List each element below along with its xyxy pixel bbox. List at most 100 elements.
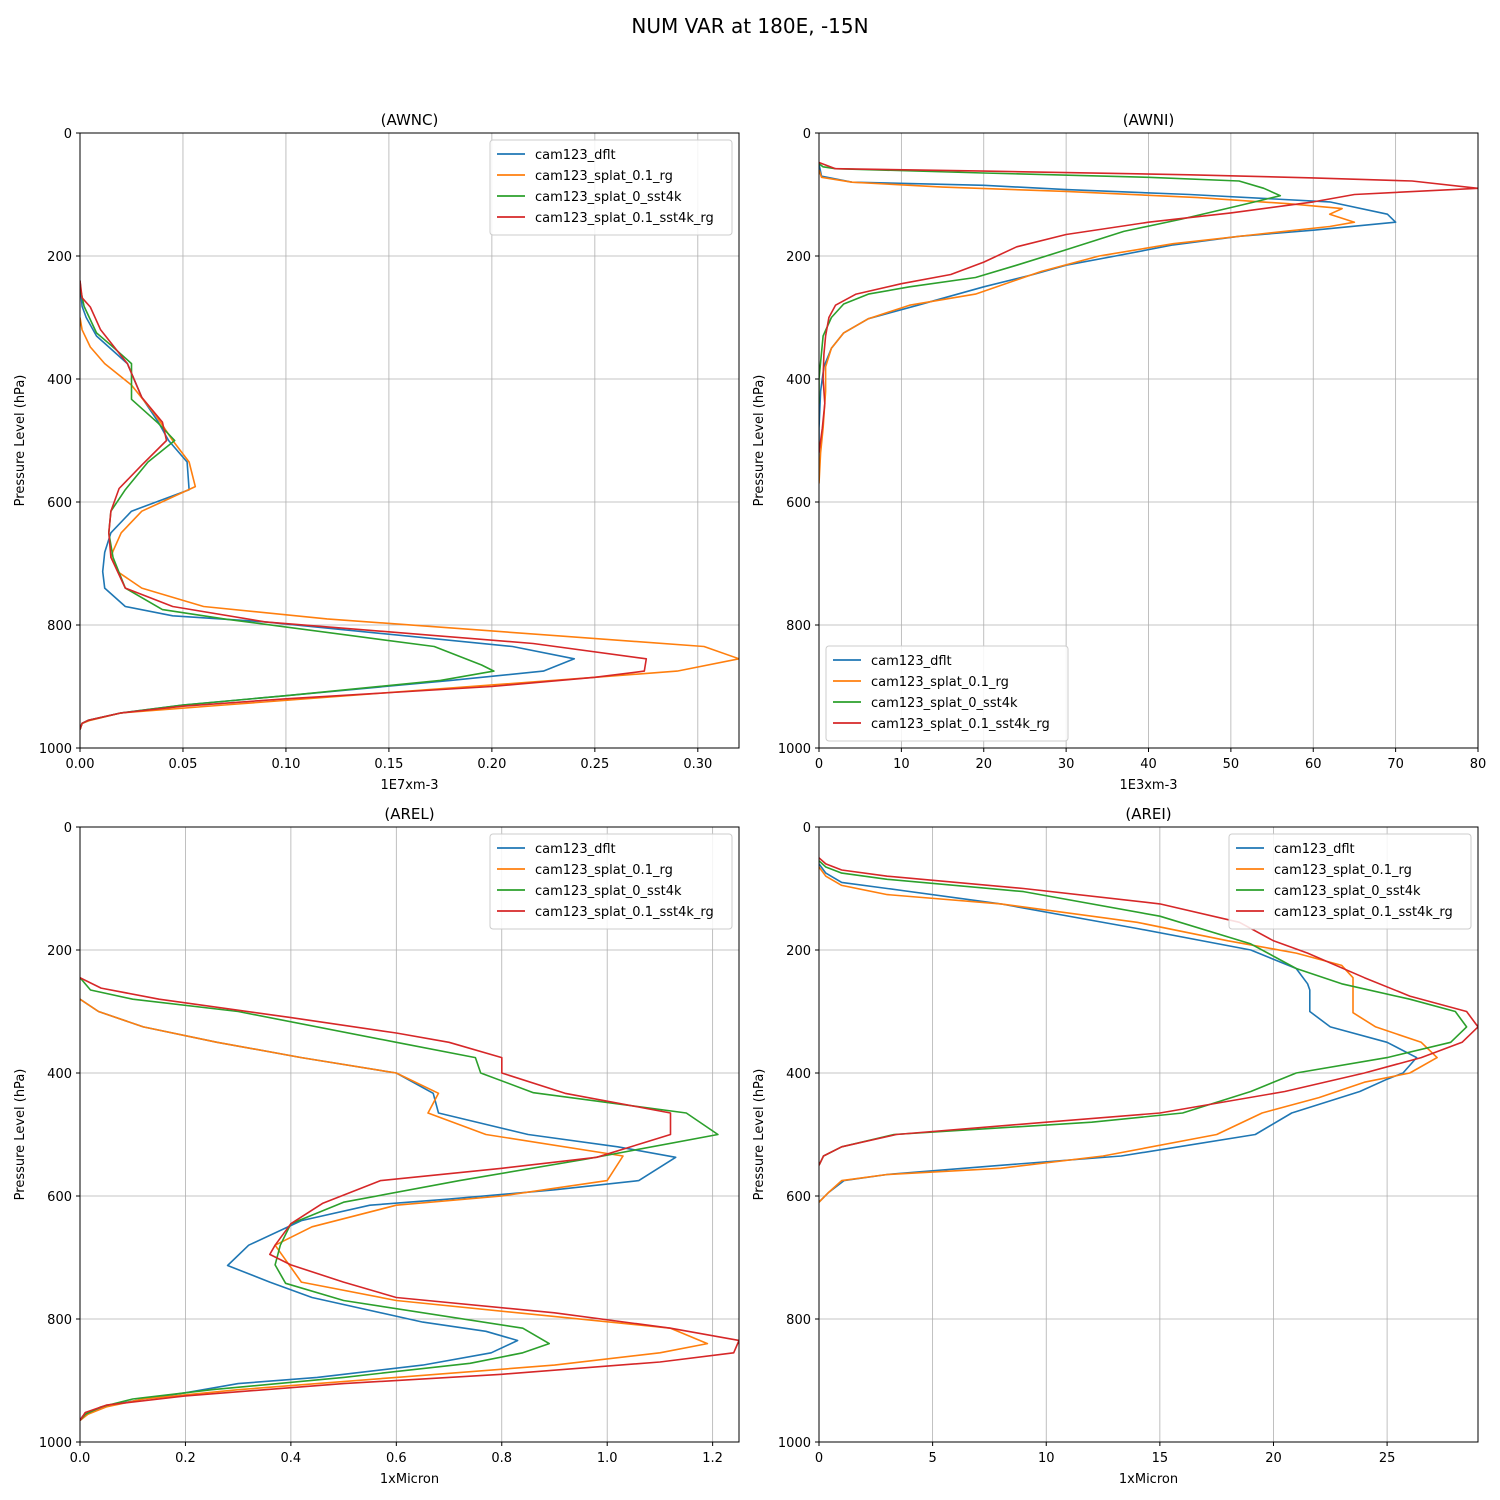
x-tick-label: 40	[1140, 757, 1157, 772]
x-tick-label: 0.30	[683, 757, 712, 772]
x-tick-label: 0.15	[374, 757, 403, 772]
legend-label: cam123_splat_0.1_sst4k_rg	[871, 717, 1050, 732]
series-line-cam123-splat-0-1-rg	[819, 866, 1438, 1203]
y-tick-label: 0	[64, 821, 72, 836]
y-tick-label: 400	[786, 1067, 811, 1082]
legend-label: cam123_splat_0.1_rg	[871, 675, 1009, 690]
legend: cam123_dflt cam123_splat_0.1_rg cam123_spl…	[825, 645, 1069, 742]
y-tick-label: 1000	[778, 1436, 811, 1451]
y-tick-label: 400	[786, 373, 811, 388]
x-tick-label: 10	[893, 757, 910, 772]
subplot-title: (AREL)	[384, 805, 434, 823]
y-tick-label: 200	[47, 944, 72, 959]
y-tick-label: 0	[803, 821, 811, 836]
x-tick-label: 80	[1470, 757, 1487, 772]
legend: cam123_dflt cam123_splat_0.1_rg cam123_spl…	[489, 139, 733, 236]
y-tick-label: 0	[64, 127, 72, 142]
y-tick-label: 200	[786, 944, 811, 959]
y-tick-label: 200	[47, 250, 72, 265]
subplot-title: (AWNI)	[1123, 111, 1175, 129]
x-tick-label: 0.2	[175, 1451, 196, 1466]
y-tick-label: 600	[786, 496, 811, 511]
x-tick-label: 5	[928, 1451, 936, 1466]
y-axis-label: Pressure Level (hPa)	[752, 375, 767, 507]
axes-frame	[818, 826, 1479, 1443]
legend-box	[1228, 833, 1472, 930]
x-tick-label: 0.25	[580, 757, 609, 772]
legend-box	[825, 645, 1069, 742]
subplot-title: (AWNC)	[381, 111, 439, 129]
legend-label: cam123_splat_0_sst4k	[1274, 884, 1421, 899]
series-line-cam123-splat-0-1-rg	[819, 169, 1356, 484]
subplot-arei: 0 5 10 15 20 25 0 200 400 600 800 1000 (AREI) 1xMicro…	[752, 805, 1479, 1487]
x-tick-label: 0.6	[386, 1451, 407, 1466]
series-line-cam123-dflt	[819, 163, 1397, 478]
legend-label: cam123_splat_0_sst4k	[535, 884, 682, 899]
y-tick-label: 400	[47, 373, 72, 388]
y-tick-label: 800	[47, 1313, 72, 1328]
legend-label: cam123_dflt	[1274, 842, 1355, 857]
x-tick-label: 25	[1379, 1451, 1396, 1466]
x-tick-label: 0	[815, 757, 823, 772]
x-tick-label: 0.00	[66, 757, 95, 772]
x-tick-label: 30	[1058, 757, 1075, 772]
axes-frame	[79, 132, 740, 749]
x-tick-label: 0.05	[168, 757, 197, 772]
y-tick-label: 1000	[778, 742, 811, 757]
legend-label: cam123_splat_0.1_sst4k_rg	[1274, 905, 1453, 920]
legend-label: cam123_dflt	[535, 842, 616, 857]
y-tick-label: 200	[786, 250, 811, 265]
legend-label: cam123_splat_0.1_rg	[1274, 863, 1412, 878]
series-line-cam123-splat-0-1-sst4k-rg	[80, 280, 648, 730]
y-tick-label: 1000	[39, 1436, 72, 1451]
series-line-cam123-splat-0-sst4k	[80, 286, 495, 730]
x-axis-label: 1E3xm-3	[1119, 778, 1177, 793]
y-tick-label: 400	[47, 1067, 72, 1082]
y-tick-label: 600	[786, 1190, 811, 1205]
x-tick-label: 0.8	[491, 1451, 512, 1466]
series-line-cam123-splat-0-sst4k	[80, 977, 719, 1422]
x-tick-label: 0	[815, 1451, 823, 1466]
legend-label: cam123_dflt	[871, 654, 952, 669]
x-tick-label: 0.0	[70, 1451, 91, 1466]
y-tick-label: 800	[786, 1313, 811, 1328]
x-tick-label: 0.20	[477, 757, 506, 772]
series-line-cam123-splat-0-1-sst4k-rg	[80, 976, 739, 1421]
series-line-cam123-splat-0-1-sst4k-rg	[819, 857, 1478, 1166]
x-tick-label: 0.10	[271, 757, 300, 772]
legend-box	[489, 139, 733, 236]
x-tick-label: 1.0	[597, 1451, 618, 1466]
x-axis-label: 1xMicron	[380, 1472, 439, 1487]
x-tick-label: 20	[975, 757, 992, 772]
y-tick-label: 600	[47, 1190, 72, 1205]
figure-title: NUM VAR at 180E, -15N	[631, 14, 869, 38]
legend-label: cam123_splat_0.1_rg	[535, 169, 673, 184]
y-tick-label: 800	[786, 619, 811, 634]
legend-label: cam123_splat_0.1_sst4k_rg	[535, 905, 714, 920]
legend: cam123_dflt cam123_splat_0.1_rg cam123_spl…	[489, 833, 733, 930]
y-axis-label: Pressure Level (hPa)	[13, 1069, 28, 1201]
y-tick-label: 600	[47, 496, 72, 511]
legend-box	[489, 833, 733, 930]
legend-label: cam123_splat_0_sst4k	[871, 696, 1018, 711]
subplot-awni: 0 10 20 30 40 50 60 70 8002004006008001000(AWNI)…	[752, 111, 1486, 793]
subplot-title: (AREI)	[1125, 805, 1171, 823]
x-tick-label: 1.2	[702, 1451, 723, 1466]
y-axis-label: Pressure Level (hPa)	[752, 1069, 767, 1201]
legend-label: cam123_dflt	[535, 148, 616, 163]
x-axis-label: 1E7xm-3	[380, 778, 438, 793]
y-tick-label: 0	[803, 127, 811, 142]
legend-label: cam123_splat_0_sst4k	[535, 190, 682, 205]
x-tick-label: 50	[1223, 757, 1240, 772]
y-axis-label: Pressure Level (hPa)	[13, 375, 28, 507]
y-tick-label: 800	[47, 619, 72, 634]
series-line-cam123-splat-0-1-rg	[80, 998, 709, 1422]
subplot-awnc: 0.00 0.05 0.10 0.15 0.20 0.25 0.30 0 200 400 600 80…	[13, 111, 740, 793]
legend: cam123_dflt cam123_splat_0.1_rg cam123_spl…	[1228, 833, 1472, 930]
series-line-cam123-splat-0-sst4k	[819, 860, 1468, 1166]
legend-label: cam123_splat_0.1_rg	[535, 863, 673, 878]
x-tick-label: 60	[1305, 757, 1322, 772]
x-axis-label: 1xMicron	[1119, 1472, 1178, 1487]
